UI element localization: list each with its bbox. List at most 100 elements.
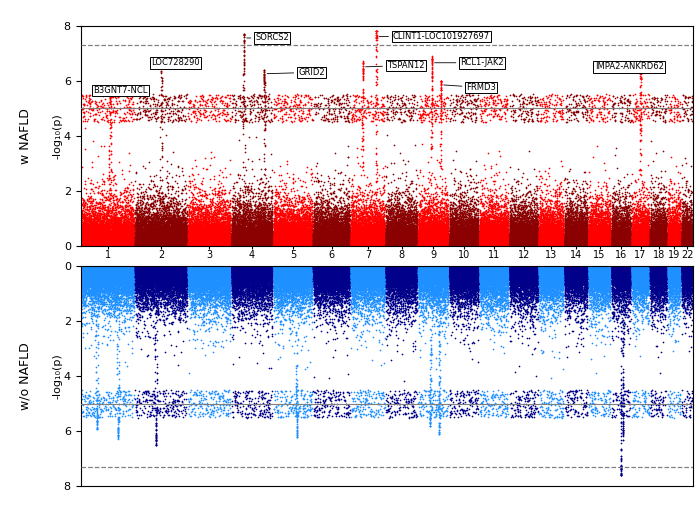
Point [148,265,159,273]
Point [301,413,312,421]
Point [481,239,492,247]
Point [270,268,281,276]
Point [194,272,205,280]
Point [130,225,141,233]
Point [535,265,546,273]
Point [398,267,409,275]
Point [468,263,479,271]
Point [262,235,274,243]
Point [554,240,565,248]
Point [85,228,96,237]
Point [427,271,438,279]
Point [455,263,466,271]
Point [289,239,300,247]
Point [553,283,564,291]
Point [127,282,139,290]
Point [561,241,573,249]
Point [615,266,626,274]
Point [128,225,139,233]
Point [352,240,363,248]
Point [560,238,571,246]
Point [427,302,438,310]
Point [227,275,238,284]
Point [220,237,231,245]
Point [365,288,376,296]
Point [140,271,151,279]
Point [577,263,588,271]
Point [460,264,471,272]
Point [590,265,601,273]
Point [95,204,106,212]
Point [468,277,480,285]
Point [632,266,643,274]
Point [446,224,457,232]
Point [128,266,139,274]
Point [592,240,603,248]
Point [76,276,87,284]
Point [339,241,350,249]
Point [232,235,243,243]
Point [679,267,690,275]
Point [588,220,599,228]
Point [687,223,698,231]
Point [347,236,358,244]
Point [587,277,598,285]
Point [150,426,162,434]
Point [521,231,532,240]
Point [519,236,530,244]
Point [141,241,153,249]
Point [298,110,309,118]
Point [632,268,643,276]
Point [79,272,90,281]
Point [252,272,263,281]
Point [230,230,241,239]
Point [115,392,126,400]
Point [239,280,251,288]
Point [595,267,606,275]
Point [220,221,232,229]
Point [210,302,221,310]
Point [309,268,320,276]
Point [629,273,640,282]
Point [580,276,591,285]
Point [120,241,132,249]
Point [346,274,357,282]
Point [666,277,677,285]
Point [276,237,288,245]
Point [133,239,144,247]
Point [405,295,416,303]
Point [422,234,433,243]
Point [290,220,302,228]
Point [538,230,550,239]
Point [460,286,471,294]
Point [418,110,429,118]
Point [134,240,146,248]
Point [339,240,350,248]
Point [471,279,482,287]
Point [489,205,500,213]
Point [687,265,698,273]
Point [423,238,434,246]
Point [578,233,589,242]
Point [253,275,264,284]
Point [652,222,663,230]
Point [115,237,126,245]
Point [496,271,507,280]
Point [610,241,622,249]
Point [536,232,547,240]
Point [547,239,559,247]
Point [169,265,180,273]
Point [523,301,534,309]
Point [375,263,386,271]
Point [542,222,553,230]
Point [259,263,270,271]
Point [571,273,582,282]
Point [594,394,605,402]
Point [302,241,313,249]
Point [365,268,376,276]
Point [551,229,562,237]
Point [568,225,579,233]
Point [132,227,144,236]
Point [531,271,542,280]
Point [581,263,592,271]
